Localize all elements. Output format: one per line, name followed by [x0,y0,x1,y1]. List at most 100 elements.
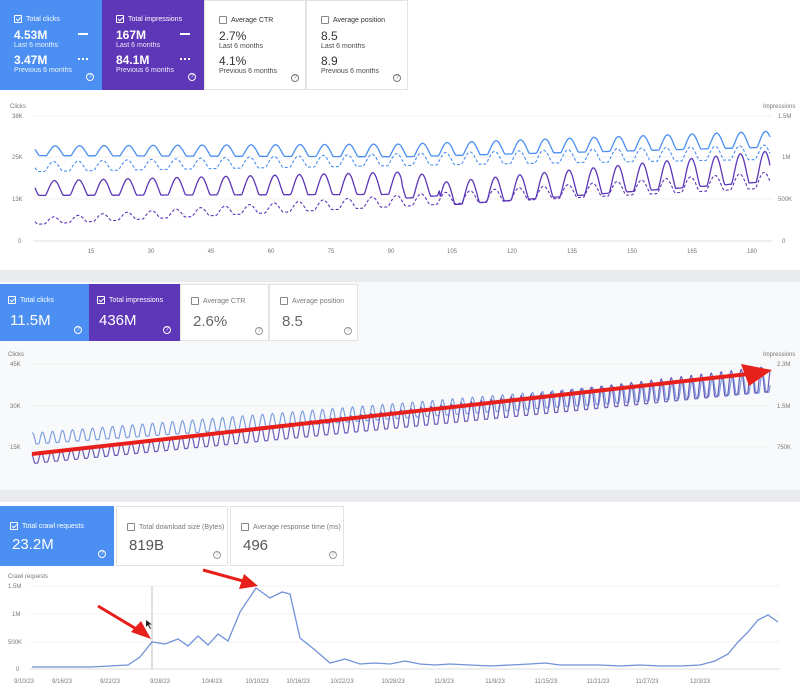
x-tick: 12/3/23 [690,679,711,685]
average-ctr-card[interactable]: Average CTR 2.6% ? [180,284,269,341]
checkbox-icon[interactable] [241,523,249,531]
x-tick: 30 [148,249,155,255]
trend-arrow-line [31,372,749,456]
performance-panel-total: Total clicks 11.5M ? Total impressions 4… [0,282,800,490]
left-tick: 13K [12,197,23,203]
x-tick: 9/16/23 [52,679,73,685]
total-crawl-requests-card[interactable]: Total crawl requests 23.2M ? [0,506,114,566]
gridlines [30,585,780,670]
right-tick: 1.5M [778,114,791,120]
card-prev-period: Previous 6 months [321,68,379,75]
checkbox-icon[interactable] [10,522,18,530]
card-value: 819B [129,537,165,554]
left-tick: 1.5M [8,584,21,590]
arrow-annotation-2 [202,568,258,589]
card-label: Total clicks [26,15,60,23]
x-axis-ticks: 9/10/23 9/16/23 9/22/23 9/28/23 10/4/23 10/10… [14,679,711,685]
impressions-series [34,150,771,206]
total-impressions-card[interactable]: Total impressions 436M ? [89,284,180,341]
average-ctr-card[interactable]: Average CTR 2.7% Last 6 months 4.1% Prev… [204,0,306,90]
total-clicks-card[interactable]: Total clicks 11.5M ? [0,284,89,341]
mouse-cursor-icon [146,620,152,629]
x-tick: 11/21/23 [587,679,611,685]
card-label: Average position [292,297,345,305]
right-tick: 0 [782,239,786,245]
annotation-arrow-head-icon [239,574,258,589]
card-prev-period: Previous 6 months [219,68,277,75]
left-axis-title: Crawl requests [8,574,48,580]
crawl-stats-panel: Total crawl requests 23.2M ? Total downl… [0,502,800,692]
left-tick: 38K [12,114,23,120]
help-icon[interactable]: ? [291,74,299,82]
average-position-card[interactable]: Average position 8.5 ? [269,284,358,341]
checkbox-icon[interactable] [116,15,124,23]
x-axis-ticks: 15 30 45 60 75 90 105 120 135 150 165 180 [88,249,758,255]
checkbox-icon[interactable] [191,297,199,305]
help-icon[interactable]: ? [393,74,401,82]
card-prev-period: Previous 6 months [116,67,174,74]
card-period: Last 6 months [219,43,263,50]
card-value: 496 [243,537,269,554]
left-tick: 15K [10,445,21,451]
card-value: 11.5M [10,312,51,329]
checkbox-icon[interactable] [127,523,135,531]
left-axis-title: Clicks [10,104,26,110]
left-tick: 0 [16,667,20,673]
card-prev-period: Previous 6 months [14,67,72,74]
card-label: Average CTR [203,297,246,305]
checkbox-icon[interactable] [14,15,22,23]
clicks-impressions-total-chart: Clicks Impressions 45K 30K 15K 2.3M 1.5M… [8,352,795,464]
help-icon[interactable]: ? [98,550,106,558]
help-icon[interactable]: ? [188,73,196,81]
card-value: 8.5 [282,313,303,330]
card-label: Average CTR [231,16,274,24]
total-impressions-card[interactable]: Total impressions 167M Last 6 months 84.… [102,0,204,90]
section-divider [0,270,800,282]
left-tick: 45K [10,362,21,368]
x-tick: 10/4/23 [202,679,223,685]
card-value: 8.5 [321,29,338,43]
card-value: 23.2M [12,536,54,553]
checkbox-icon[interactable] [8,296,16,304]
card-prev-value: 8.9 [321,54,338,68]
arrow-annotation-1 [97,604,151,639]
help-icon[interactable]: ? [213,551,221,559]
help-icon[interactable]: ? [255,327,263,335]
help-icon[interactable]: ? [74,326,82,334]
total-clicks-card[interactable]: Total clicks 4.53M Last 6 months 3.47M P… [0,0,102,90]
card-label: Total download size (Bytes) [139,523,225,531]
annotation-arrow-head-icon [131,621,151,639]
impressions-previous-series [34,171,771,225]
help-icon[interactable]: ? [163,326,171,334]
checkbox-icon[interactable] [97,296,105,304]
x-tick: 165 [687,249,698,255]
checkbox-icon[interactable] [321,16,329,24]
card-value: 2.7% [219,29,247,43]
x-tick: 11/9/23 [485,679,505,685]
average-position-card[interactable]: Average position 8.5 Last 6 months 8.9 P… [306,0,408,90]
left-tick: 500K [8,640,22,646]
right-tick: 750K [777,445,791,451]
checkbox-icon[interactable] [280,297,288,305]
x-tick: 150 [627,249,638,255]
checkbox-icon[interactable] [219,16,227,24]
total-download-size-card[interactable]: Total download size (Bytes) 819B ? [116,506,228,566]
help-icon[interactable]: ? [329,551,337,559]
x-tick: 11/3/23 [434,679,454,685]
help-icon[interactable]: ? [344,327,352,335]
left-tick: 0 [18,239,22,245]
right-tick: 2.3M [777,362,790,368]
card-period: Last 6 months [321,43,365,50]
x-tick: 10/22/23 [330,679,354,685]
average-response-time-card[interactable]: Average response time (ms) 496 ? [230,506,344,566]
card-label: Total impressions [128,15,183,23]
x-tick: 180 [747,249,758,255]
annotation-arrow-line [202,568,244,583]
help-icon[interactable]: ? [86,73,94,81]
x-tick: 15 [88,249,95,255]
trend-arrow-head-icon [741,364,772,386]
performance-panel-6-months: Total clicks 4.53M Last 6 months 3.47M P… [0,0,800,270]
card-label: Total clicks [20,296,54,304]
left-tick: 1M [12,612,20,618]
x-tick: 11/15/23 [535,679,559,685]
